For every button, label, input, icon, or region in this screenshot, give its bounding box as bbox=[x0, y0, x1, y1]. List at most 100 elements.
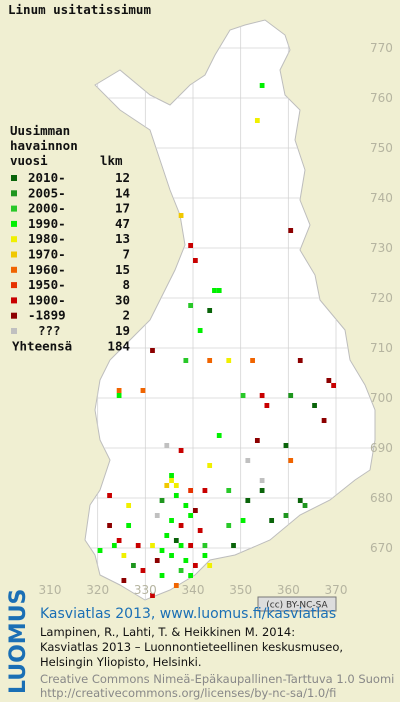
x-tick-label: 310 bbox=[39, 583, 62, 597]
y-tick-label: 760 bbox=[370, 91, 393, 105]
occurrence-square bbox=[154, 558, 160, 563]
occurrence-square bbox=[140, 388, 146, 393]
atlas-link[interactable]: Kasviatlas 2013, www.luomus.fi/kasviatla… bbox=[40, 606, 336, 622]
occurrence-square bbox=[183, 358, 189, 363]
legend-label: 1980- bbox=[28, 231, 66, 246]
title: Linum usitatissimum bbox=[8, 2, 151, 17]
squares bbox=[97, 83, 336, 598]
occurrence-square bbox=[169, 478, 174, 483]
occurrence-square bbox=[178, 448, 184, 453]
occurrence-square bbox=[116, 393, 122, 398]
occurrence-square bbox=[202, 553, 208, 558]
occurrence-square bbox=[169, 553, 174, 558]
legend-header: havainnon bbox=[10, 138, 78, 153]
legend-count: 30 bbox=[115, 292, 130, 307]
occurrence-square bbox=[111, 543, 117, 548]
license: Creative Commons Nimeä-Epäkaupallinen-Ta… bbox=[40, 672, 394, 686]
occurrence-square bbox=[159, 548, 165, 553]
occurrence-square bbox=[207, 563, 213, 568]
x-tick-label: 340 bbox=[182, 583, 205, 597]
x-tick-label: 360 bbox=[277, 583, 300, 597]
occurrence-square bbox=[164, 443, 170, 448]
legend-swatch bbox=[11, 236, 17, 243]
citation: Lampinen, R., Lahti, T. & Heikkinen M. 2… bbox=[40, 625, 295, 639]
occurrence-square bbox=[240, 518, 246, 523]
legend-swatch bbox=[11, 205, 17, 212]
legend-swatch bbox=[11, 190, 17, 197]
occurrence-square bbox=[164, 533, 170, 538]
occurrence-square bbox=[173, 583, 179, 588]
occurrence-square bbox=[107, 523, 112, 528]
legend-swatch bbox=[11, 251, 17, 258]
legend-label: 1950- bbox=[28, 277, 66, 292]
occurrence-square bbox=[207, 358, 213, 363]
occurrence-square bbox=[216, 288, 222, 293]
legend-count: 13 bbox=[115, 231, 130, 246]
legend-label: 1990- bbox=[28, 216, 66, 231]
legend-swatch bbox=[11, 282, 17, 289]
occurrence-square bbox=[259, 393, 265, 398]
y-tick-label: 680 bbox=[370, 491, 393, 505]
legend-label: 2010- bbox=[28, 170, 66, 185]
total-value: 184 bbox=[107, 338, 130, 353]
occurrence-square bbox=[188, 513, 193, 518]
occurrence-square bbox=[216, 433, 222, 438]
occurrence-square bbox=[202, 543, 208, 548]
occurrence-square bbox=[226, 358, 232, 363]
citation: Kasviatlas 2013 – Luonnontieteellinen ke… bbox=[40, 640, 343, 654]
occurrence-square bbox=[288, 228, 294, 233]
occurrence-square bbox=[288, 458, 294, 463]
legend-header: Uusimman bbox=[10, 123, 70, 138]
occurrence-square bbox=[240, 393, 246, 398]
badge-box bbox=[257, 596, 337, 612]
x-tick-label: 320 bbox=[86, 583, 109, 597]
occurrence-square bbox=[178, 213, 184, 218]
y-tick-label: 720 bbox=[370, 291, 393, 305]
occurrence-square bbox=[150, 543, 155, 548]
occurrence-square bbox=[254, 118, 260, 123]
legend-swatch bbox=[11, 266, 17, 273]
occurrence-square bbox=[207, 308, 213, 313]
legend-label: 1900- bbox=[28, 292, 66, 307]
occurrence-square bbox=[169, 518, 174, 523]
license-url[interactable]: http://creativecommons.org/licenses/by-n… bbox=[40, 686, 336, 700]
occurrence-square bbox=[264, 403, 270, 408]
x-tick-label: 370 bbox=[325, 583, 348, 597]
occurrence-square bbox=[259, 478, 265, 483]
occurrence-square bbox=[188, 488, 193, 493]
y-tick-label: 770 bbox=[370, 41, 393, 55]
occurrence-square bbox=[312, 403, 317, 408]
legend-count: 8 bbox=[122, 277, 130, 292]
occurrence-square bbox=[159, 573, 165, 578]
occurrence-square bbox=[193, 508, 198, 513]
legend-label: 2000- bbox=[28, 201, 66, 216]
occurrence-square bbox=[183, 503, 189, 508]
legend-count: 47 bbox=[115, 216, 130, 231]
occurrence-square bbox=[121, 578, 127, 583]
occurrence-square bbox=[97, 548, 103, 553]
occurrence-square bbox=[135, 543, 141, 548]
y-tick-label: 670 bbox=[370, 541, 393, 555]
occurrence-square bbox=[326, 378, 332, 383]
legend-swatch bbox=[11, 312, 17, 319]
occurrence-square bbox=[188, 543, 193, 548]
occurrence-square bbox=[259, 488, 265, 493]
occurrence-square bbox=[321, 418, 327, 423]
occurrence-square bbox=[297, 498, 303, 503]
citation: Helsingin Yliopisto, Helsinki. bbox=[40, 655, 202, 669]
occurrence-square bbox=[250, 358, 255, 363]
occurrence-square bbox=[178, 543, 184, 548]
occurrence-square bbox=[212, 288, 217, 293]
occurrence-square bbox=[193, 563, 198, 568]
occurrence-square bbox=[226, 523, 232, 528]
legend-count: 14 bbox=[115, 185, 130, 200]
y-tick-label: 740 bbox=[370, 191, 393, 205]
occurrence-square bbox=[159, 498, 165, 503]
occurrence-square bbox=[121, 553, 127, 558]
legend-label: 1960- bbox=[28, 262, 66, 277]
occurrence-square bbox=[188, 303, 193, 308]
occurrence-square bbox=[331, 383, 336, 388]
occurrence-square bbox=[131, 563, 136, 568]
